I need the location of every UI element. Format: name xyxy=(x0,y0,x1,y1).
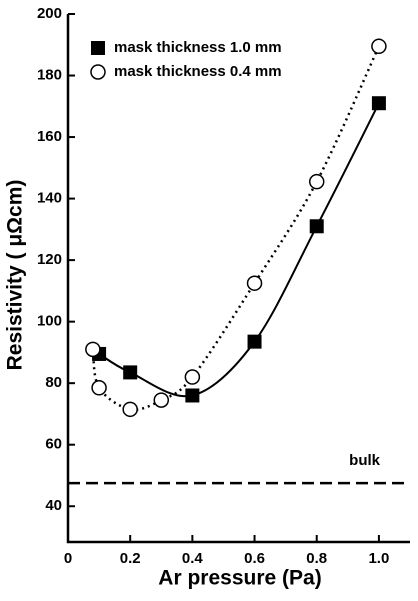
fit-curve xyxy=(91,45,381,411)
y-tick-label: 140 xyxy=(37,190,62,207)
marker xyxy=(246,275,263,291)
marker xyxy=(371,96,386,111)
marker xyxy=(184,369,201,385)
legend-label: mask thickness 0.4 mm xyxy=(114,63,282,80)
marker xyxy=(371,38,387,55)
y-tick-label: 40 xyxy=(45,497,62,514)
x-tick-label: 0 xyxy=(64,550,72,567)
marker xyxy=(247,334,262,349)
marker xyxy=(185,388,200,403)
x-tick-label: 0.8 xyxy=(306,550,327,567)
legend-marker xyxy=(90,64,106,80)
x-tick-label: 1.0 xyxy=(368,550,389,567)
x-tick-label: 0.6 xyxy=(244,550,265,567)
marker xyxy=(123,365,138,380)
marker xyxy=(309,219,324,234)
y-tick-label: 120 xyxy=(37,251,62,268)
x-tick-label: 0.4 xyxy=(182,550,204,567)
y-tick-label: 180 xyxy=(37,66,62,83)
y-tick-label: 80 xyxy=(45,374,62,391)
legend-label: mask thickness 1.0 mm xyxy=(114,39,282,56)
fit-curve xyxy=(98,102,380,398)
y-tick-label: 100 xyxy=(37,313,62,330)
y-axis-label: Resistivity ( μΩcm) xyxy=(4,180,27,371)
marker xyxy=(122,401,138,418)
marker xyxy=(85,341,101,358)
y-tick-label: 160 xyxy=(37,128,62,145)
marker xyxy=(308,173,325,190)
x-axis-label: Ar pressure (Pa) xyxy=(158,567,321,590)
reference-label: bulk xyxy=(349,452,380,469)
legend-marker xyxy=(91,41,105,55)
x-tick-label: 0.2 xyxy=(120,550,141,567)
y-tick-label: 200 xyxy=(37,5,62,22)
marker xyxy=(153,392,170,408)
y-tick-label: 60 xyxy=(45,436,62,453)
marker xyxy=(91,380,107,396)
